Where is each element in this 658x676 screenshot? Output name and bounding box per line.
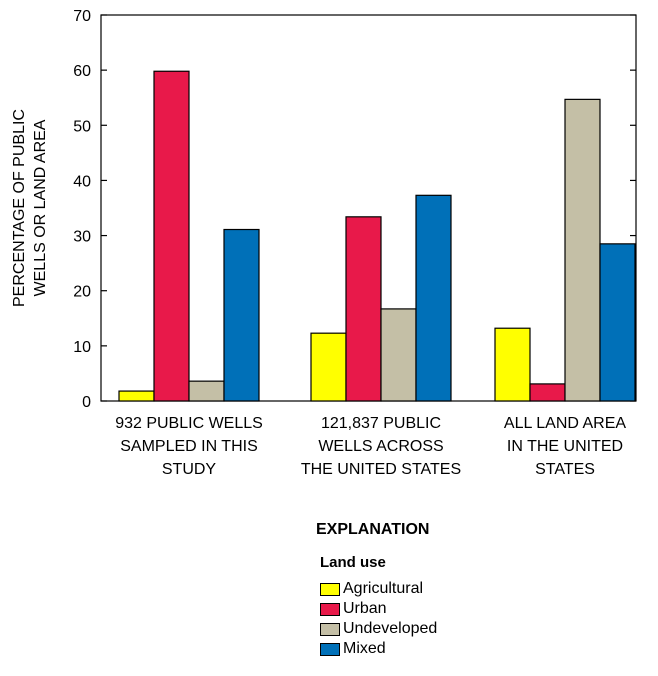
- category-label-line: ALL LAND AREA: [504, 415, 626, 432]
- y-tick-label: 50: [73, 118, 91, 135]
- category-label-line: IN THE UNITED: [507, 438, 623, 455]
- legend-swatch-undeveloped: [320, 622, 340, 636]
- category-label-line: 121,837 PUBLIC: [321, 415, 441, 432]
- bar-mixed-3: [599, 243, 636, 402]
- legend-item-urban: Urban: [320, 599, 636, 619]
- legend-swatch-mixed: [320, 642, 340, 656]
- legend-label-urban: Urban: [343, 600, 387, 617]
- category-label-line: WELLS ACROSS: [318, 438, 443, 455]
- legend-label-undeveloped: Undeveloped: [343, 620, 438, 637]
- bar-mixed-1: [223, 228, 260, 402]
- y-tick-label: 60: [73, 63, 91, 80]
- legend-label-agricultural: Agricultural: [343, 580, 424, 597]
- category-label-line: THE UNITED STATES: [301, 461, 461, 478]
- bar-undeveloped-1: [188, 380, 225, 402]
- category-label-line: STUDY: [162, 461, 217, 478]
- legend-label-mixed: Mixed: [343, 640, 386, 657]
- legend: EXPLANATION Land use Agricultural Urban …: [316, 521, 636, 659]
- legend-swatch-urban: [320, 602, 340, 616]
- bar-agricultural-3: [494, 327, 531, 402]
- bar-urban-1: [153, 70, 190, 402]
- y-axis-title-line: WELLS OR LAND AREA: [32, 119, 49, 296]
- y-tick-label: 40: [73, 173, 91, 190]
- legend-heading: EXPLANATION: [316, 521, 430, 538]
- legend-item-agricultural: Agricultural: [320, 579, 636, 599]
- y-tick-label: 20: [73, 284, 91, 301]
- y-tick-label: 10: [73, 339, 91, 356]
- legend-swatch-agricultural: [320, 582, 340, 596]
- y-tick-label: 0: [82, 394, 91, 411]
- category-label-line: SAMPLED IN THIS: [120, 438, 258, 455]
- bar-agricultural-1: [118, 390, 155, 402]
- y-tick-label: 70: [73, 8, 91, 25]
- category-label-line: STATES: [535, 461, 595, 478]
- legend-item-mixed: Mixed: [320, 639, 636, 659]
- bar-mixed-2: [415, 194, 452, 402]
- bar-agricultural-2: [310, 332, 347, 402]
- category-label-line: 932 PUBLIC WELLS: [115, 415, 263, 432]
- bar-undeveloped-2: [380, 308, 417, 402]
- y-tick-label: 30: [73, 229, 91, 246]
- legend-subheading: Land use: [320, 554, 386, 571]
- y-axis-title-line: PERCENTAGE OF PUBLIC: [11, 109, 28, 307]
- legend-item-undeveloped: Undeveloped: [320, 619, 636, 639]
- bar-urban-3: [529, 383, 566, 402]
- bar-urban-2: [345, 216, 382, 402]
- bar-undeveloped-3: [564, 98, 601, 402]
